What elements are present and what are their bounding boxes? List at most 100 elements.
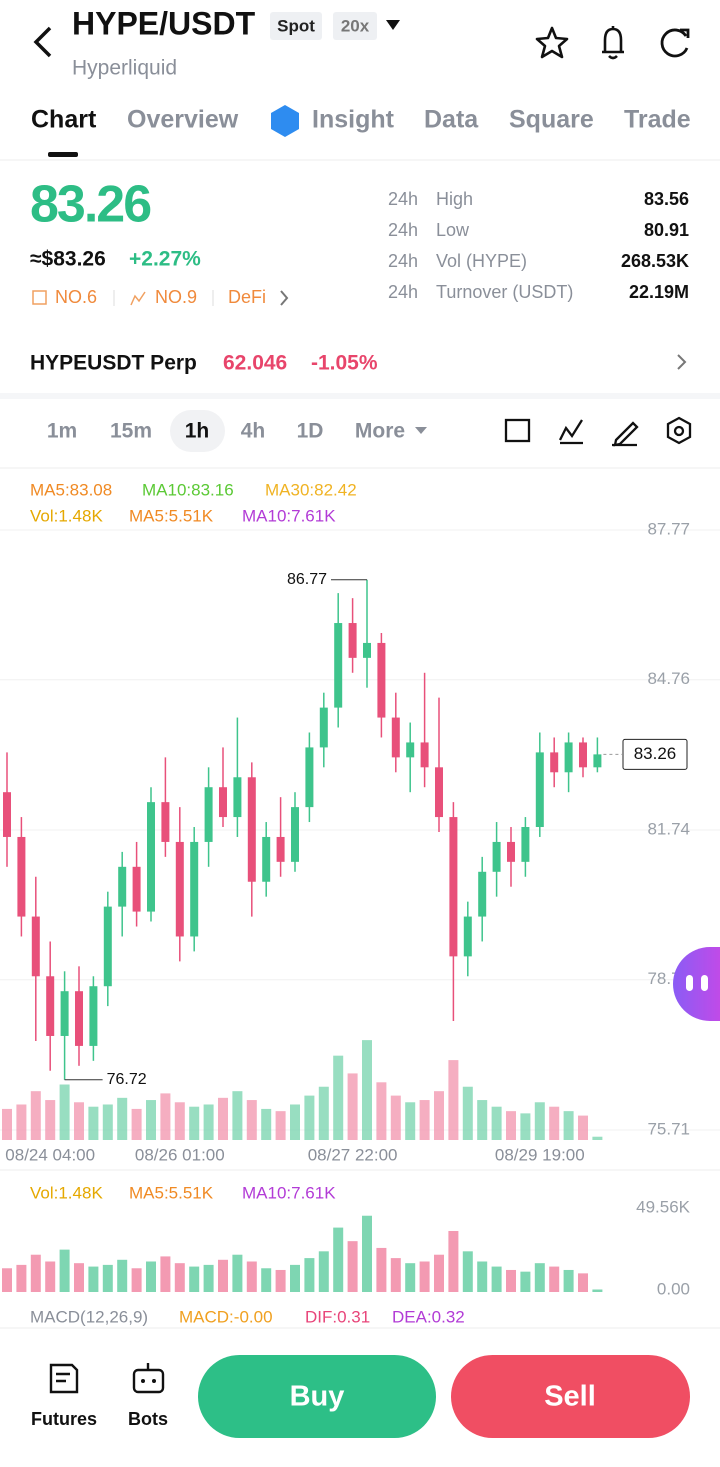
interval[interactable]: 4h [241, 420, 266, 443]
chevron[interactable] [280, 290, 289, 306]
volume-bar [2, 1108, 12, 1140]
volume-bar [549, 1106, 560, 1140]
tab[interactable]: Square [509, 106, 594, 134]
chart-type-icon[interactable] [504, 418, 531, 443]
tab[interactable]: Trade [624, 106, 691, 134]
volume-bar [275, 1111, 286, 1140]
volume-bar [405, 1102, 416, 1140]
buy-label[interactable]: Buy [290, 1381, 345, 1413]
price-change: +2.27% [129, 248, 201, 271]
interval[interactable]: 1h [185, 420, 210, 443]
dropdown-icon[interactable] [415, 427, 427, 434]
volume-bar [45, 1100, 56, 1140]
candle-body [463, 916, 472, 957]
candle-body [305, 747, 314, 808]
candle-body [247, 777, 256, 882]
rank-icon [32, 290, 47, 305]
draw-icon[interactable] [612, 421, 639, 447]
settings-icon-dot [673, 425, 685, 437]
candle-body [17, 836, 26, 917]
candle-body [89, 986, 98, 1046]
ma5-legend: MA5:83.08 [30, 480, 112, 499]
interval[interactable]: 1D [297, 420, 324, 443]
volume-bar [30, 1091, 41, 1140]
refresh-icon[interactable] [660, 28, 690, 58]
tab[interactable]: Data [424, 106, 479, 134]
volume-bar [477, 1100, 488, 1140]
futures-icon[interactable] [49, 1363, 79, 1394]
y-tick-label: 49.56K [636, 1197, 691, 1216]
sell-button[interactable] [451, 1355, 690, 1438]
dropdown-icon[interactable] [386, 20, 400, 30]
buy-button[interactable] [198, 1355, 436, 1438]
low-label: 76.72 [107, 1071, 147, 1088]
volume-bar [520, 1113, 531, 1140]
candle-body [233, 777, 242, 818]
stat-label: Vol (HYPE) [436, 251, 527, 271]
star-icon[interactable] [535, 26, 569, 59]
stat-period: 24h [388, 189, 418, 209]
candle-body [31, 916, 40, 977]
y-tick-label: 81.74 [647, 819, 690, 838]
futures-label[interactable]: Futures [31, 1409, 97, 1429]
chevron[interactable] [677, 354, 687, 370]
tab[interactable]: Overview [127, 106, 239, 134]
volume-bar [333, 1055, 344, 1140]
volume-bar [477, 1261, 488, 1292]
volume-bar [290, 1104, 300, 1140]
badge-bg [270, 12, 322, 40]
volume-bar [419, 1100, 430, 1140]
x-tick-label: 08/24 04:00 [5, 1145, 95, 1164]
volume-bar [376, 1082, 387, 1140]
assistant-button[interactable] [673, 947, 720, 1021]
bell-icon[interactable] [602, 26, 624, 60]
ma10-legend: MA10:83.16 [142, 480, 234, 499]
volume-bar [448, 1060, 459, 1140]
y-tick-label: 0.00 [657, 1279, 690, 1298]
bots-label[interactable]: Bots [128, 1409, 168, 1429]
sector-tag[interactable]: DeFi [228, 287, 266, 307]
volume-bar [246, 1100, 257, 1140]
y-tick-label: 75.71 [647, 1119, 690, 1138]
last-price: 83.26 [30, 176, 151, 234]
candle-body [449, 817, 458, 957]
back-icon[interactable] [33, 26, 52, 58]
volume-bar [117, 1097, 128, 1140]
candle-body [478, 871, 487, 917]
exchange-name: Hyperliquid [72, 57, 177, 80]
tab[interactable]: Insight [312, 106, 395, 134]
volume-bar [376, 1247, 387, 1292]
indicator-icon[interactable] [558, 419, 583, 445]
perp-change: -1.05% [311, 352, 378, 375]
volume-bar [390, 1258, 401, 1292]
bots-icon-eye [152, 1379, 156, 1383]
volume-bar [160, 1093, 171, 1140]
perp-name[interactable]: HYPEUSDT Perp [30, 352, 197, 375]
tab[interactable]: Chart [31, 106, 97, 134]
vol-ma5-legend: MA5:5.51K [129, 506, 214, 525]
candle-body [190, 841, 199, 937]
stat-value: 83.56 [644, 189, 689, 209]
vol-ma10-legend: MA10:7.61K [242, 506, 336, 525]
sell-label[interactable]: Sell [544, 1381, 596, 1413]
interval[interactable]: More [355, 420, 405, 443]
volume-bar [520, 1271, 531, 1292]
candle-body [593, 754, 602, 768]
interval[interactable]: 15m [110, 420, 152, 443]
interval[interactable]: 1m [47, 420, 77, 443]
candle-body [46, 976, 55, 1036]
volume-bar [203, 1104, 214, 1140]
volume-bar [362, 1040, 372, 1140]
volume-bar [146, 1261, 156, 1292]
volume-bar [318, 1086, 329, 1140]
x-tick-label: 08/29 19:00 [495, 1145, 585, 1164]
volume-bar [506, 1111, 516, 1140]
candle-body [219, 787, 227, 818]
settings-icon[interactable] [666, 416, 692, 445]
stat-value: 80.91 [644, 220, 689, 240]
volume-bar [304, 1095, 315, 1140]
candle-body [535, 752, 544, 828]
volume-bar [117, 1259, 128, 1292]
rank-volume: NO.9 [155, 287, 197, 307]
